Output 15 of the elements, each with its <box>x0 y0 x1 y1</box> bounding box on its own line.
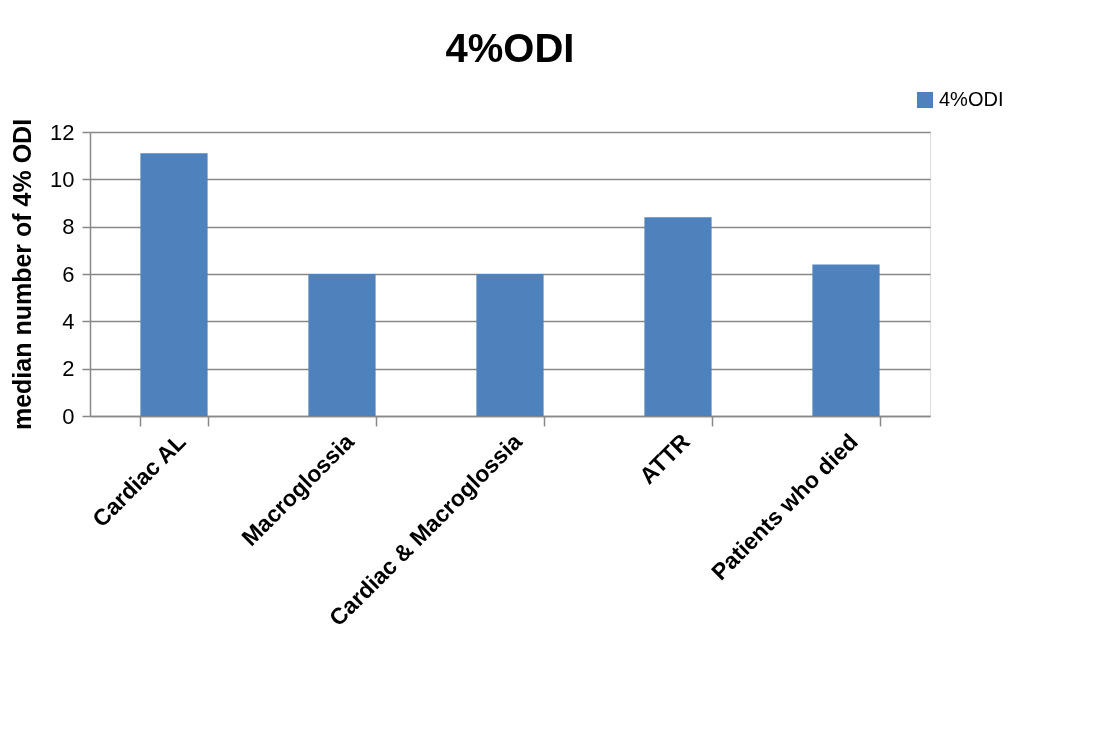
y-tick-label: 2 <box>62 356 75 382</box>
y-axis-title: median number of 4% ODI <box>8 118 37 431</box>
bar <box>140 153 208 416</box>
legend-label: 4%ODI <box>939 88 1004 110</box>
bar <box>476 274 544 416</box>
bar <box>812 264 880 416</box>
y-tick-label: 10 <box>50 166 75 192</box>
y-tick-label: 4 <box>62 308 75 334</box>
chart-title: 4%ODI <box>445 26 575 70</box>
bar <box>644 217 712 416</box>
y-tick-label: 0 <box>62 403 75 429</box>
y-tick-label: 8 <box>62 214 75 240</box>
y-tick-label: 12 <box>50 119 75 145</box>
bar <box>308 274 376 416</box>
y-tick-label: 6 <box>62 261 75 287</box>
